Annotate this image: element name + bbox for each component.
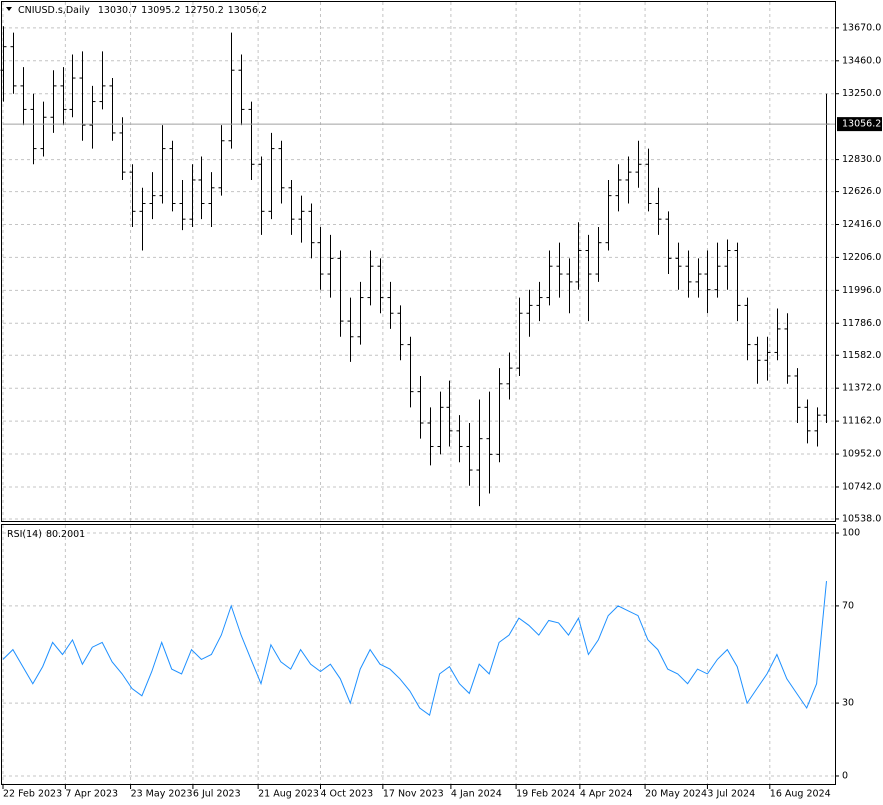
mark-layer [0, 26, 835, 717]
x-tick-label: 7 Apr 2023 [65, 789, 118, 800]
y-tick-label: 11996.0 [842, 285, 881, 296]
x-tick-label: 4 Apr 2024 [580, 789, 633, 800]
y-tick-label: 11372.0 [842, 383, 881, 394]
x-tick-label: 21 Aug 2023 [258, 789, 319, 800]
header-high: 13095.2 [141, 5, 180, 16]
header-close: 13056.2 [228, 5, 267, 16]
rsi-line [2, 581, 827, 717]
y-tick-label: 0 [842, 770, 848, 781]
x-tick-label: 4 Jan 2024 [451, 789, 502, 800]
header-open: 13030.7 [98, 5, 137, 16]
rsi-pane-border [1, 524, 836, 785]
y-tick-label: 10538.0 [842, 513, 881, 524]
y-tick-label: 12626.0 [842, 186, 881, 197]
y-tick-label: 30 [842, 698, 854, 709]
y-tick-label: 12830.0 [842, 154, 881, 165]
rsi-last: 80.2001 [46, 529, 85, 540]
x-tick-label: 22 Feb 2023 [3, 789, 62, 800]
symbol: CNIUSD.s,Daily [18, 5, 90, 16]
x-tick-label: 20 May 2024 [645, 789, 707, 800]
y-tick-label: 10952.0 [842, 449, 881, 460]
x-tick-label: 23 May 2023 [131, 789, 193, 800]
y-tick-label: 11786.0 [842, 318, 881, 329]
y-tick-label: 10742.0 [842, 481, 881, 492]
y-tick-label: 100 [842, 528, 860, 539]
x-tick-label: 4 Oct 2023 [320, 789, 373, 800]
x-tick-label: 16 Aug 2024 [770, 789, 831, 800]
y-tick-label: 11582.0 [842, 350, 881, 361]
rsi-header: RSI(14) 80.2001 [7, 529, 85, 540]
y-tick-label: 12416.0 [842, 219, 881, 230]
price-pane-border [1, 1, 836, 522]
grid-layer [2, 2, 835, 784]
x-tick-label: 17 Nov 2023 [383, 789, 444, 800]
chart-header: CNIUSD.s,Daily 13030.7 13095.2 12750.2 13056… [18, 5, 267, 16]
y-tick-label: 12206.0 [842, 252, 881, 263]
y-tick-label: 13460.0 [842, 55, 881, 66]
y-tick-label: 13670.0 [842, 22, 881, 33]
menu-arrow[interactable] [6, 7, 12, 11]
x-tick-label: 19 Feb 2024 [516, 789, 575, 800]
y-tick-label: 13250.0 [842, 88, 881, 99]
x-tick-label: 3 Jul 2024 [707, 789, 755, 800]
y-tick-label: 11162.0 [842, 416, 881, 427]
y-tick-label: 70 [842, 600, 854, 611]
last-price-box [837, 117, 882, 132]
x-tick-label: 6 Jul 2023 [193, 789, 241, 800]
last-price-label: 13056.2 [842, 119, 881, 130]
rsi-title: RSI(14) [7, 529, 42, 540]
header-low: 12750.2 [184, 5, 223, 16]
